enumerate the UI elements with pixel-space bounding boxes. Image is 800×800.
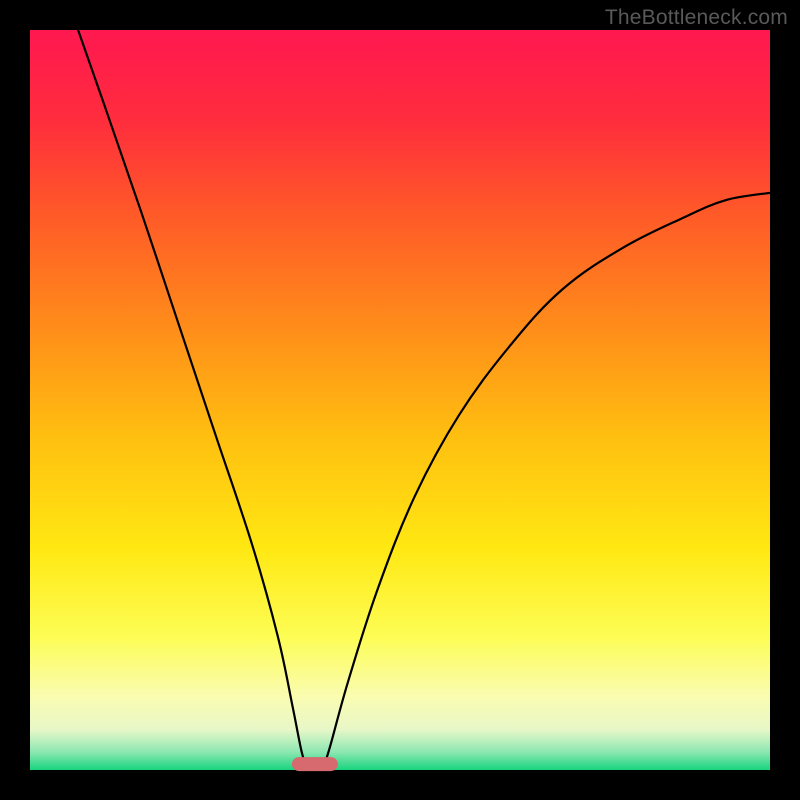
bottleneck-chart bbox=[0, 0, 800, 800]
chart-container: TheBottleneck.com bbox=[0, 0, 800, 800]
trough-marker bbox=[292, 757, 338, 771]
plot-background bbox=[30, 30, 770, 770]
watermark-text: TheBottleneck.com bbox=[605, 6, 788, 30]
